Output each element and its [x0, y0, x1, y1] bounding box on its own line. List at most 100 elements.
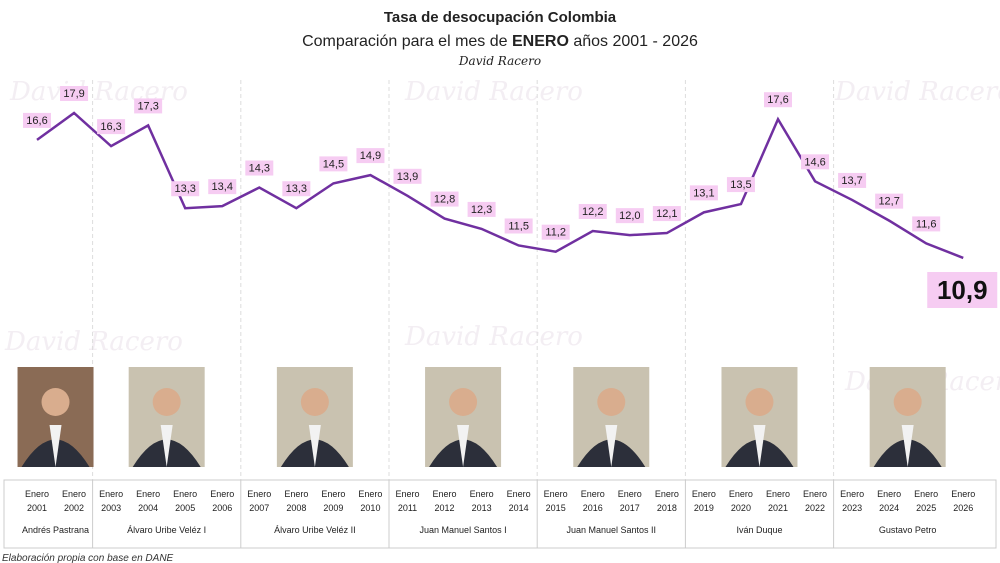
x-axis: Andrés Pastrana Álvaro Uribe Veléz I Álvar…	[22, 480, 975, 548]
x-tick-year: 2018	[657, 503, 677, 513]
x-tick-year: 2015	[546, 503, 566, 513]
president-name: Juan Manuel Santos II	[566, 525, 656, 535]
x-tick-year: 2001	[27, 503, 47, 513]
president-name: Juan Manuel Santos I	[420, 525, 507, 535]
x-tick-month: Enero	[840, 489, 864, 499]
x-tick-month: Enero	[358, 489, 382, 499]
president-name: Gustavo Petro	[879, 525, 937, 535]
x-tick-month: Enero	[25, 489, 49, 499]
term-separators	[92, 80, 835, 480]
president-name: Álvaro Uribe Veléz I	[127, 525, 206, 535]
svg-text:16,6: 16,6	[26, 115, 47, 127]
footnote: Elaboración propia con base en DANE	[2, 553, 174, 563]
data-label: 13,5	[726, 177, 755, 193]
author-signature: David Racero	[458, 54, 541, 68]
data-label: 14,9	[356, 148, 385, 164]
data-label: 16,3	[97, 119, 126, 135]
president-photo	[17, 367, 94, 467]
svg-text:14,3: 14,3	[249, 163, 270, 175]
svg-text:13,3: 13,3	[286, 183, 307, 195]
svg-text:14,9: 14,9	[360, 150, 381, 162]
svg-text:David Racero: David Racero	[404, 322, 583, 352]
x-tick-year: 2012	[435, 503, 455, 513]
president-photo	[128, 367, 205, 467]
svg-text:11,5: 11,5	[508, 220, 529, 232]
x-tick-year: 2007	[249, 503, 269, 513]
svg-text:David Racero: David Racero	[404, 77, 583, 107]
president-photo	[573, 367, 650, 467]
svg-text:12,1: 12,1	[656, 208, 677, 220]
x-tick-year: 2017	[620, 503, 640, 513]
data-label: 11,2	[541, 224, 570, 240]
x-tick-month: Enero	[470, 489, 494, 499]
svg-text:16,3: 16,3	[100, 121, 121, 133]
x-tick-year: 2003	[101, 503, 121, 513]
x-tick-month: Enero	[321, 489, 345, 499]
data-label: 13,3	[282, 181, 311, 197]
data-label: 13,1	[689, 185, 718, 201]
svg-text:13,4: 13,4	[212, 181, 233, 193]
x-tick-month: Enero	[173, 489, 197, 499]
x-tick-month: Enero	[433, 489, 457, 499]
x-tick-year: 2005	[175, 503, 195, 513]
svg-text:14,5: 14,5	[323, 158, 344, 170]
president-name: Andrés Pastrana	[22, 525, 89, 535]
x-tick-year: 2008	[286, 503, 306, 513]
svg-text:David Racero: David Racero	[4, 327, 183, 357]
x-tick-month: Enero	[62, 489, 86, 499]
x-tick-year: 2020	[731, 503, 751, 513]
data-label: 12,2	[578, 203, 607, 219]
x-tick-month: Enero	[284, 489, 308, 499]
x-tick-year: 2014	[509, 503, 529, 513]
data-label: 14,6	[801, 154, 830, 170]
data-label: 14,3	[245, 160, 274, 176]
x-tick-month: Enero	[247, 489, 271, 499]
data-label: 13,7	[838, 172, 867, 188]
x-tick-year: 2002	[64, 503, 84, 513]
x-tick-month: Enero	[618, 489, 642, 499]
data-label: 13,4	[208, 179, 237, 195]
svg-text:12,7: 12,7	[878, 196, 899, 208]
x-tick-month: Enero	[544, 489, 568, 499]
svg-text:12,8: 12,8	[434, 194, 455, 206]
svg-text:13,5: 13,5	[730, 179, 751, 191]
axis-table	[3, 479, 997, 549]
series-line	[36, 111, 964, 260]
x-tick-year: 2006	[212, 503, 232, 513]
x-tick-month: Enero	[136, 489, 160, 499]
svg-text:12,2: 12,2	[582, 206, 603, 218]
x-tick-year: 2021	[768, 503, 788, 513]
svg-text:12,0: 12,0	[619, 210, 640, 222]
svg-text:13,1: 13,1	[693, 187, 714, 199]
svg-text:17,3: 17,3	[137, 100, 158, 112]
svg-text:David Racero: David Racero	[834, 77, 1000, 107]
data-label: 12,7	[875, 193, 904, 209]
president-photos	[17, 367, 946, 467]
x-tick-year: 2011	[398, 503, 417, 513]
svg-text:17,6: 17,6	[767, 94, 788, 106]
x-tick-month: Enero	[803, 489, 827, 499]
x-tick-year: 2016	[583, 503, 603, 513]
svg-text:13,9: 13,9	[397, 171, 418, 183]
svg-text:12,3: 12,3	[471, 204, 492, 216]
president-name: Álvaro Uribe Veléz II	[274, 525, 356, 535]
data-label: 12,0	[615, 208, 644, 224]
x-tick-month: Enero	[766, 489, 790, 499]
x-tick-year: 2025	[916, 503, 936, 513]
svg-text:10,9: 10,9	[937, 275, 988, 305]
x-tick-month: Enero	[951, 489, 975, 499]
x-tick-month: Enero	[395, 489, 419, 499]
data-label: 12,3	[467, 201, 496, 217]
x-tick-month: Enero	[692, 489, 716, 499]
x-tick-month: Enero	[655, 489, 679, 499]
data-label: 14,5	[319, 156, 348, 172]
x-tick-month: Enero	[914, 489, 938, 499]
chart-subtitle: Comparación para el mes de ENERO años 20…	[302, 33, 698, 50]
svg-text:17,9: 17,9	[63, 88, 84, 100]
svg-text:13,3: 13,3	[174, 183, 195, 195]
x-tick-year: 2023	[842, 503, 862, 513]
watermarks: David Racero David Racero David Racero D…	[4, 77, 1000, 397]
x-tick-year: 2019	[694, 503, 714, 513]
president-photo	[276, 367, 353, 467]
x-tick-month: Enero	[99, 489, 123, 499]
